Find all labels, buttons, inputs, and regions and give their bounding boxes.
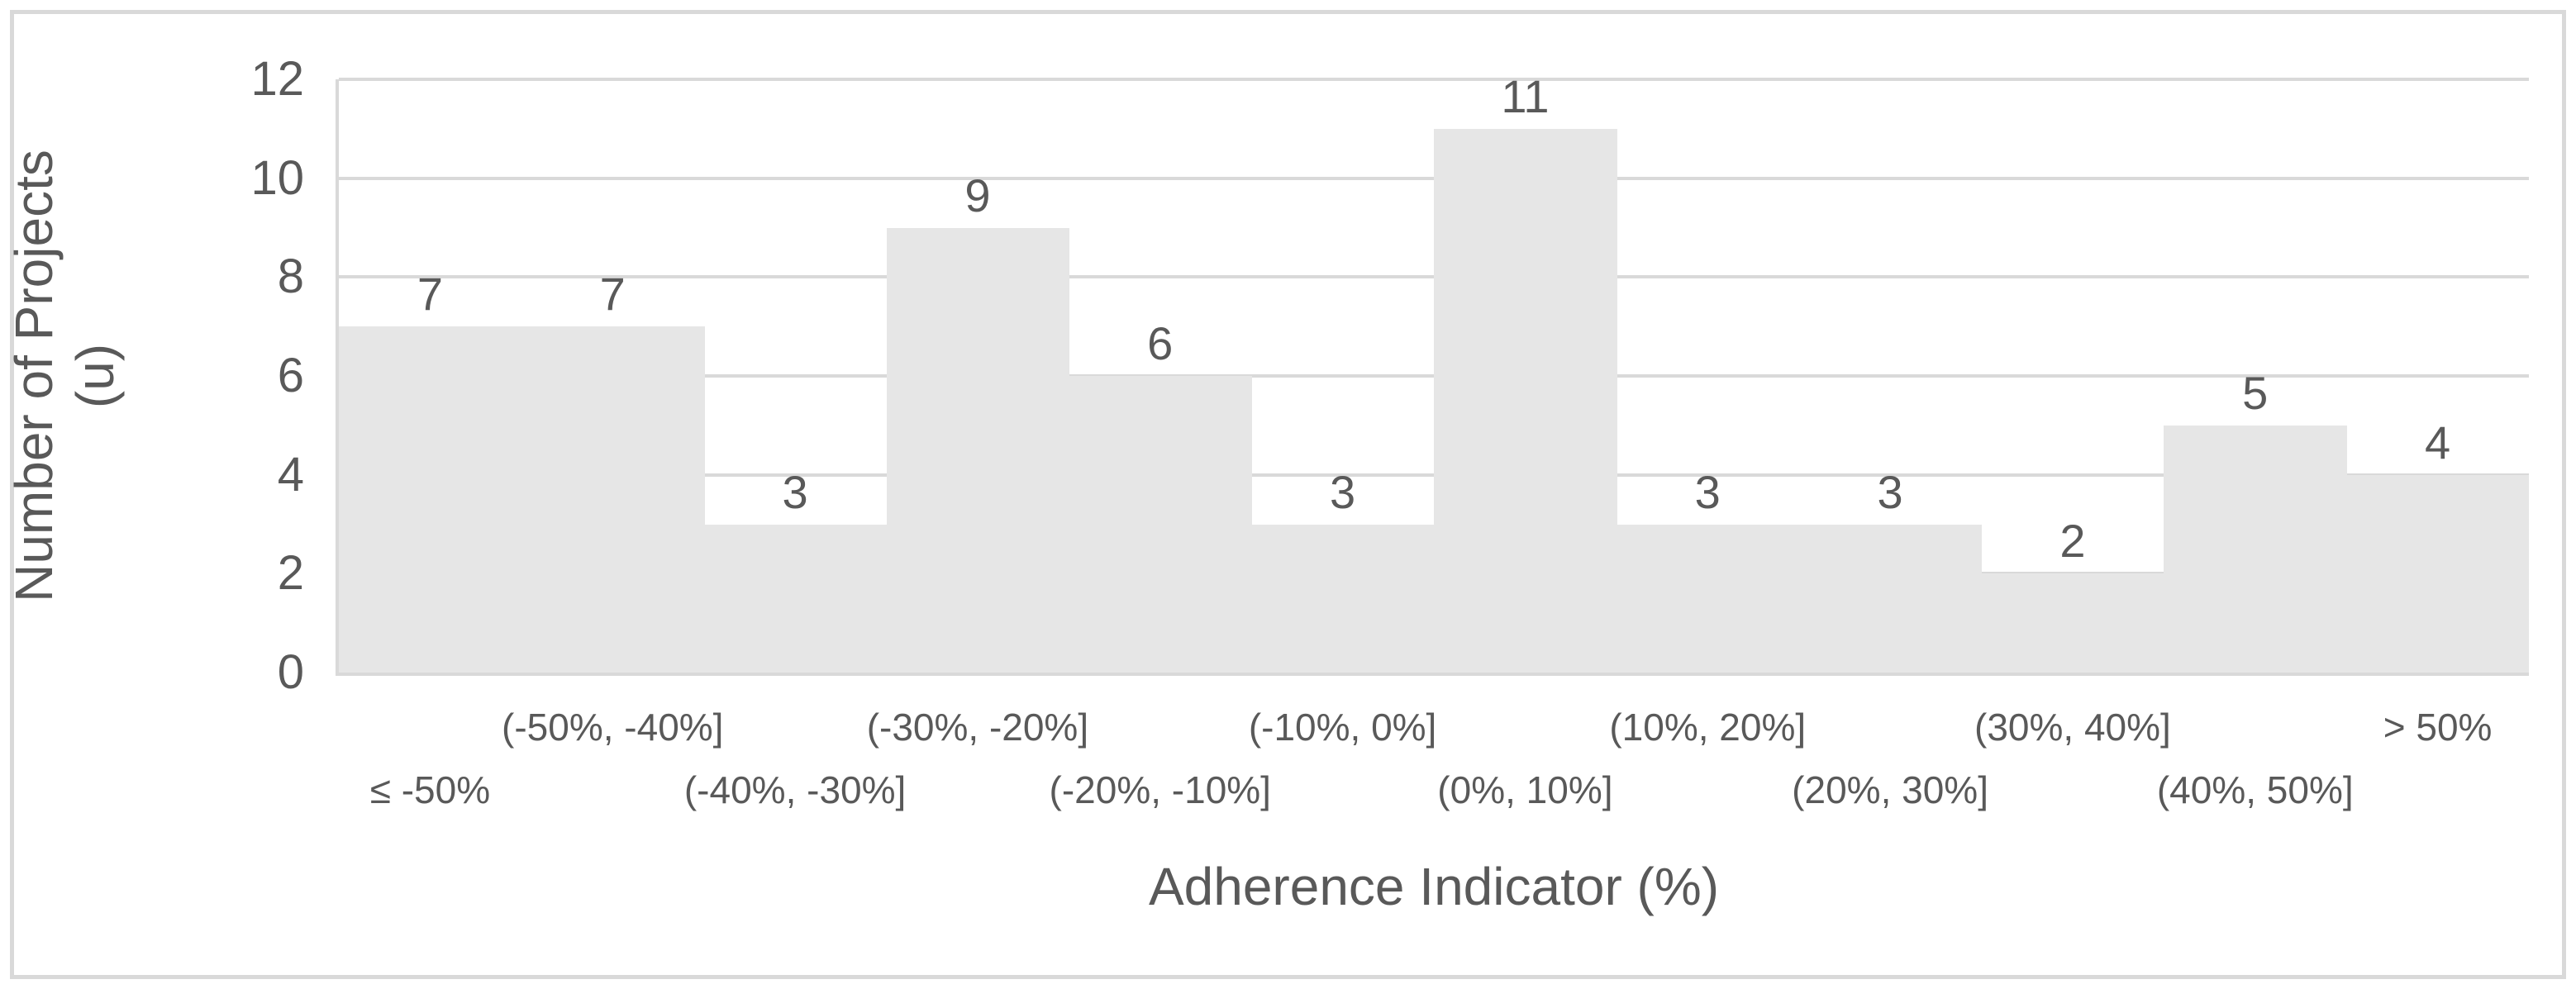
bar-2 (703, 524, 888, 673)
bar-value-label-1: 7 (599, 268, 626, 321)
bar-value-label-0: 7 (417, 268, 443, 321)
bar-value-label-5: 3 (1330, 465, 1356, 518)
y-tick-label-6: 6 (277, 349, 304, 402)
y-tick-label-12: 12 (250, 52, 304, 106)
x-tick-label-9: (30%, 40%] (1974, 706, 2171, 749)
bar-value-label-8: 3 (1877, 465, 1903, 518)
bar-11 (2346, 474, 2529, 673)
x-tick-label-5: (-10%, 0%] (1248, 706, 1437, 749)
bar-3 (886, 227, 1070, 673)
x-tick-label-1: (-50%, -40%] (502, 706, 724, 749)
bar-4 (1069, 376, 1253, 673)
bar-value-label-7: 3 (1694, 465, 1721, 518)
bar-value-label-3: 9 (964, 169, 991, 221)
x-tick-label-6: (0%, 10%] (1437, 768, 1613, 811)
y-tick-label-2: 2 (277, 546, 304, 601)
bar-value-label-10: 5 (2242, 366, 2269, 419)
bar-9 (1981, 573, 2165, 673)
bar-7 (1616, 524, 1800, 673)
bar-1 (521, 326, 705, 673)
x-tick-label-2: (-40%, -30%] (683, 768, 907, 811)
bar-6 (1434, 128, 1617, 673)
bar-5 (1251, 524, 1435, 673)
y-tick-label-0: 0 (277, 645, 304, 699)
plot-area: 7 7 3 9 6 3 11 3 3 2 5 4 (336, 70, 2529, 676)
y-tick-label-10: 10 (250, 150, 304, 205)
x-axis-line (339, 673, 2529, 676)
gridline-y-12 (339, 78, 2529, 81)
bar-value-label-2: 3 (782, 465, 808, 518)
bar-value-label-11: 4 (2425, 416, 2451, 468)
bar-value-label-9: 2 (2059, 515, 2086, 568)
bar-value-label-4: 6 (1147, 317, 1174, 369)
bar-value-label-6: 11 (1501, 69, 1550, 122)
x-tick-label-0: ≤ -50% (369, 768, 491, 811)
x-axis-title: Adherence Indicator (%) (1148, 857, 1720, 916)
x-tick-label-11: > 50% (2383, 706, 2493, 749)
bar-0 (339, 326, 522, 673)
x-tick-label-4: (-20%, -10%] (1049, 768, 1271, 811)
y-axis-line (336, 79, 339, 676)
bar-8 (1798, 524, 1983, 673)
bar-10 (2164, 425, 2348, 673)
y-tick-label-8: 8 (277, 250, 304, 304)
x-tick-label-7: (10%, 20%] (1609, 706, 1807, 749)
y-tick-label-4: 4 (277, 447, 304, 502)
x-tick-label-10: (40%, 50%] (2156, 768, 2354, 811)
x-tick-label-3: (-30%, -20%] (866, 706, 1089, 749)
x-tick-label-8: (20%, 30%] (1792, 768, 1988, 811)
